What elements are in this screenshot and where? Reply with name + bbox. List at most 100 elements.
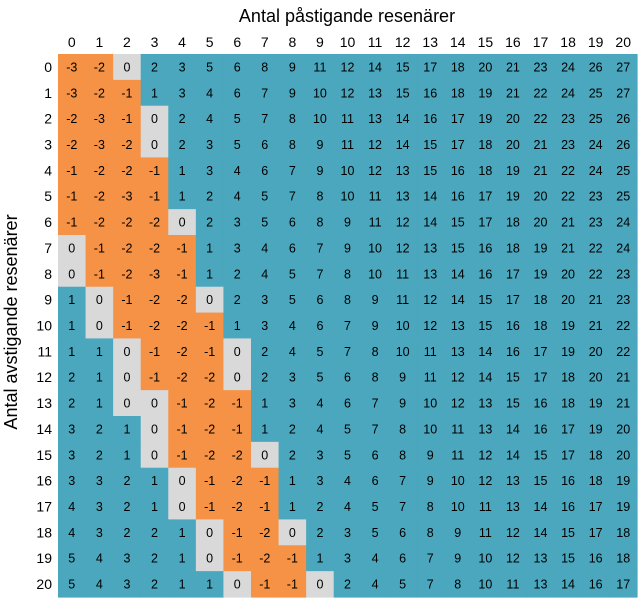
cell-value-label: 6 — [344, 397, 351, 411]
cell-value-label: 0 — [179, 474, 186, 488]
heatmap-cell — [168, 364, 197, 391]
cell-value-label: 15 — [534, 448, 548, 462]
heatmap-cell — [526, 260, 555, 288]
cell-value-label: 13 — [368, 86, 382, 100]
cell-value-label: 5 — [289, 293, 296, 307]
cell-value-label: 22 — [589, 241, 603, 255]
cell-value-label: 16 — [534, 422, 548, 436]
heatmap-cell — [388, 54, 418, 81]
heatmap-cell — [223, 79, 252, 107]
heatmap-cell — [278, 571, 307, 598]
cell-value-label: 4 — [234, 164, 241, 178]
heatmap-cell — [581, 183, 611, 210]
heatmap-cell — [278, 260, 307, 288]
heatmap-cell — [333, 209, 362, 236]
heatmap-cell — [85, 54, 114, 81]
cell-value-label: 11 — [451, 448, 464, 462]
heatmap-cell — [609, 467, 638, 495]
heatmap-cell — [333, 54, 362, 81]
heatmap-cell — [58, 338, 87, 365]
heatmap-cell — [444, 105, 473, 133]
heatmap-cell — [499, 545, 528, 572]
heatmap-cell — [251, 157, 280, 184]
cell-value-label: -2 — [204, 397, 215, 411]
cell-value-label: 3 — [206, 138, 213, 152]
heatmap-cell — [251, 519, 280, 546]
cell-value-label: -2 — [177, 371, 188, 385]
cell-value-label: 7 — [427, 552, 434, 566]
cell-value-label: 10 — [341, 190, 355, 204]
heatmap-cell — [444, 519, 473, 546]
heatmap-cell — [471, 493, 500, 521]
heatmap-cell — [361, 441, 390, 469]
cell-value-label: 20 — [534, 190, 548, 204]
x-tick-label: 19 — [588, 34, 604, 50]
heatmap-cell — [58, 54, 87, 81]
cell-value-label: 4 — [234, 190, 241, 204]
heatmap-cell — [58, 235, 87, 262]
heatmap-cell — [306, 286, 335, 314]
cell-value-label: 0 — [179, 216, 186, 230]
heatmap-cell — [471, 131, 500, 159]
cell-value-label: -2 — [177, 319, 188, 333]
heatmap-cell — [223, 286, 252, 314]
heatmap-cell — [361, 183, 390, 210]
cell-value-label: 1 — [123, 448, 130, 462]
cell-value-label: -2 — [121, 267, 132, 281]
heatmap-cell — [333, 545, 362, 572]
x-tick-label: 14 — [450, 34, 466, 50]
heatmap-cell — [526, 209, 555, 236]
cell-value-label: -2 — [149, 216, 160, 230]
y-tick-label: 0 — [44, 59, 52, 75]
cell-value-label: 19 — [561, 345, 575, 359]
heatmap-cell — [333, 183, 362, 210]
cell-value-label: 18 — [478, 164, 492, 178]
heatmap-cell — [471, 286, 500, 314]
cell-value-label: -2 — [232, 448, 243, 462]
heatmap-cell — [223, 493, 252, 521]
cell-value-label: 14 — [423, 216, 437, 230]
x-tick-label: 12 — [395, 34, 411, 50]
heatmap-cell — [444, 79, 473, 107]
heatmap-cell — [85, 209, 114, 236]
cell-value-label: 22 — [561, 164, 575, 178]
heatmap-cell — [416, 338, 445, 365]
heatmap-cell — [581, 493, 611, 521]
cell-value-label: 6 — [289, 241, 296, 255]
heatmap-cell — [195, 54, 225, 81]
heatmap-cell — [609, 105, 638, 133]
cell-value-label: 0 — [151, 112, 158, 126]
heatmap-cell — [444, 131, 473, 159]
heatmap-cell — [499, 54, 528, 81]
heatmap-cell — [444, 390, 473, 417]
cell-value-label: 21 — [506, 60, 520, 74]
cell-value-label: 18 — [506, 241, 520, 255]
heatmap-cell — [85, 183, 114, 210]
heatmap-cell — [444, 54, 473, 81]
cell-value-label: 10 — [451, 474, 465, 488]
heatmap-cell — [416, 235, 445, 262]
heatmap-cell — [388, 286, 418, 314]
heatmap-cell — [85, 493, 114, 521]
cell-value-label: 19 — [478, 86, 492, 100]
cell-value-label: 15 — [451, 241, 465, 255]
heatmap-cell — [361, 545, 390, 572]
cell-value-label: -2 — [121, 241, 132, 255]
cell-value-label: 14 — [368, 60, 382, 74]
heatmap-cell — [526, 519, 555, 546]
heatmap-cell — [554, 390, 583, 417]
cell-value-label: 5 — [316, 371, 323, 385]
heatmap-cell — [306, 131, 335, 159]
heatmap-cell — [195, 364, 225, 391]
heatmap-cell — [113, 441, 142, 469]
cell-value-label: 7 — [344, 345, 351, 359]
cell-value-label: 17 — [506, 267, 520, 281]
heatmap-cell — [554, 364, 583, 391]
cell-value-label: 1 — [151, 474, 158, 488]
cell-value-label: 7 — [399, 474, 406, 488]
heatmap-cell — [333, 390, 362, 417]
cell-value-label: 0 — [96, 319, 103, 333]
heatmap-cell — [581, 54, 611, 81]
cell-value-label: 12 — [368, 138, 382, 152]
cell-value-label: 20 — [616, 422, 630, 436]
